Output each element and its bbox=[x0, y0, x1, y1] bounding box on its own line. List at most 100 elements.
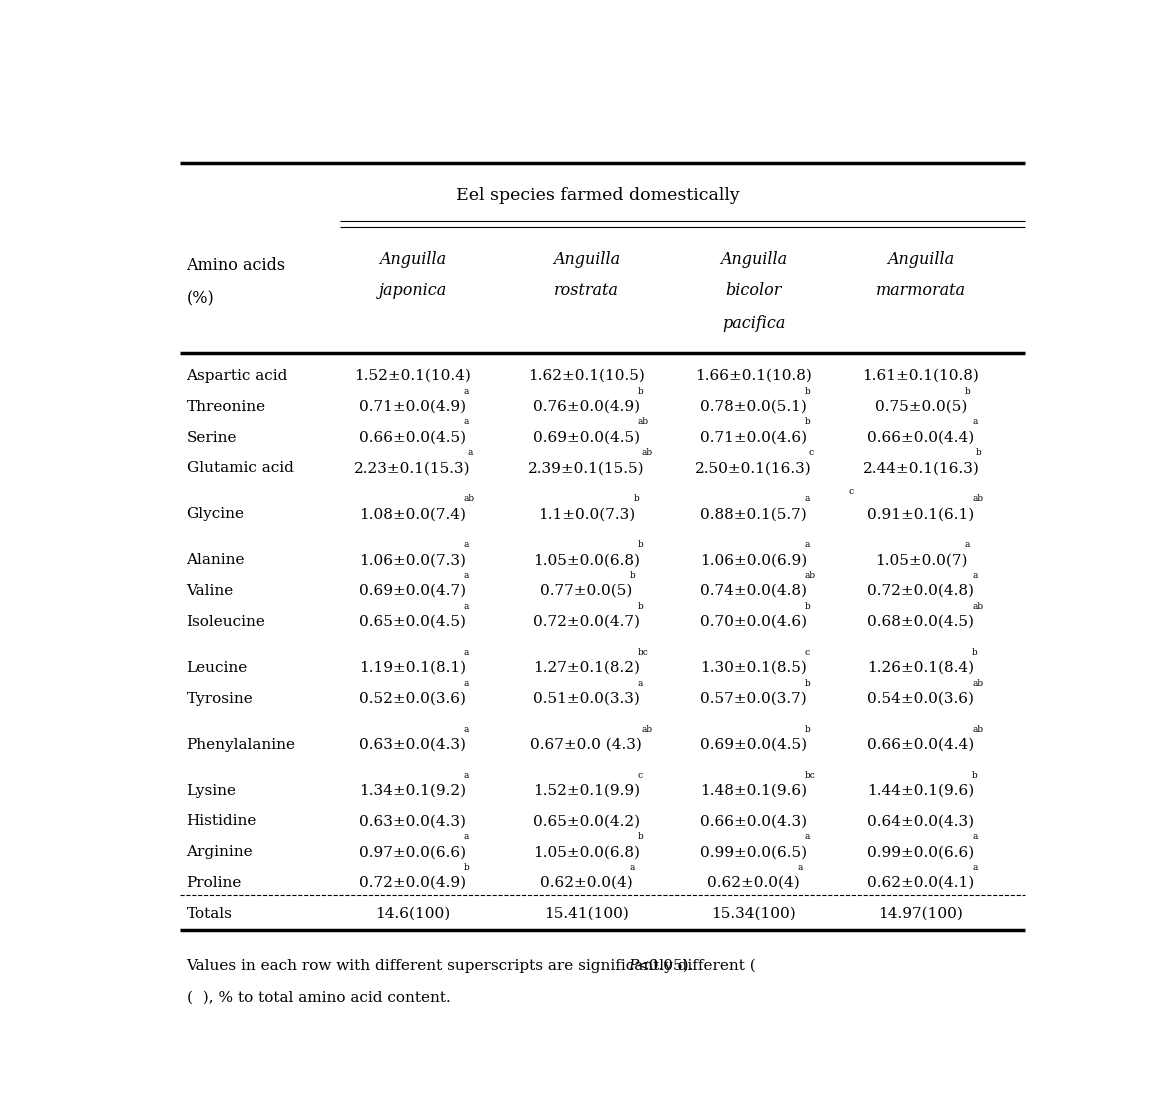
Text: 0.72±0.0(4.7): 0.72±0.0(4.7) bbox=[533, 615, 640, 629]
Text: bc: bc bbox=[637, 648, 649, 657]
Text: 0.91±0.1(6.1): 0.91±0.1(6.1) bbox=[867, 507, 974, 522]
Text: 1.52±0.1(10.4): 1.52±0.1(10.4) bbox=[355, 369, 471, 383]
Text: 0.75±0.0(5): 0.75±0.0(5) bbox=[875, 400, 967, 413]
Text: b: b bbox=[972, 771, 978, 780]
Text: 0.88±0.1(5.7): 0.88±0.1(5.7) bbox=[700, 507, 808, 522]
Text: a: a bbox=[972, 571, 978, 579]
Text: 1.19±0.1(8.1): 1.19±0.1(8.1) bbox=[359, 660, 467, 675]
Text: 1.48±0.1(9.6): 1.48±0.1(9.6) bbox=[700, 783, 808, 798]
Text: a: a bbox=[463, 725, 469, 733]
Text: 1.66±0.1(10.8): 1.66±0.1(10.8) bbox=[696, 369, 812, 383]
Text: b: b bbox=[637, 832, 643, 841]
Text: 0.57±0.0(3.7): 0.57±0.0(3.7) bbox=[700, 691, 808, 706]
Text: a: a bbox=[805, 541, 810, 550]
Text: Lysine: Lysine bbox=[187, 783, 237, 798]
Text: b: b bbox=[972, 648, 978, 657]
Text: Proline: Proline bbox=[187, 876, 242, 890]
Text: c: c bbox=[805, 648, 810, 657]
Text: a: a bbox=[630, 863, 635, 872]
Text: 0.65±0.0(4.2): 0.65±0.0(4.2) bbox=[533, 814, 640, 829]
Text: 0.77±0.0(5): 0.77±0.0(5) bbox=[540, 584, 633, 598]
Text: Glycine: Glycine bbox=[187, 507, 245, 522]
Text: 1.05±0.0(6.8): 1.05±0.0(6.8) bbox=[533, 553, 640, 567]
Text: b: b bbox=[805, 602, 811, 611]
Text: 0.74±0.0(4.8): 0.74±0.0(4.8) bbox=[700, 584, 808, 598]
Text: a: a bbox=[463, 602, 469, 611]
Text: b: b bbox=[805, 678, 811, 688]
Text: (%): (%) bbox=[187, 290, 215, 308]
Text: a: a bbox=[972, 832, 978, 841]
Text: rostrata: rostrata bbox=[554, 283, 619, 299]
Text: b: b bbox=[965, 387, 970, 396]
Text: b: b bbox=[463, 863, 469, 872]
Text: 1.06±0.0(7.3): 1.06±0.0(7.3) bbox=[359, 553, 466, 567]
Text: 0.66±0.0(4.3): 0.66±0.0(4.3) bbox=[700, 814, 808, 829]
Text: ab: ab bbox=[463, 494, 475, 503]
Text: b: b bbox=[976, 448, 981, 458]
Text: a: a bbox=[972, 418, 978, 427]
Text: Totals: Totals bbox=[187, 906, 232, 921]
Text: ab: ab bbox=[637, 418, 649, 427]
Text: 2.44±0.1(16.3): 2.44±0.1(16.3) bbox=[862, 461, 979, 475]
Text: <0.05).: <0.05). bbox=[636, 958, 693, 973]
Text: 14.97(100): 14.97(100) bbox=[879, 906, 964, 921]
Text: 0.70±0.0(4.6): 0.70±0.0(4.6) bbox=[700, 615, 808, 629]
Text: 1.52±0.1(9.9): 1.52±0.1(9.9) bbox=[533, 783, 640, 798]
Text: Anguilla: Anguilla bbox=[720, 250, 788, 268]
Text: a: a bbox=[797, 863, 803, 872]
Text: 0.71±0.0(4.9): 0.71±0.0(4.9) bbox=[359, 400, 467, 413]
Text: a: a bbox=[463, 571, 469, 579]
Text: Glutamic acid: Glutamic acid bbox=[187, 461, 293, 475]
Text: a: a bbox=[805, 832, 810, 841]
Text: Serine: Serine bbox=[187, 431, 237, 444]
Text: 0.97±0.0(6.6): 0.97±0.0(6.6) bbox=[359, 845, 467, 859]
Text: a: a bbox=[463, 418, 469, 427]
Text: b: b bbox=[634, 494, 640, 503]
Text: Valine: Valine bbox=[187, 584, 233, 598]
Text: 0.62±0.0(4): 0.62±0.0(4) bbox=[707, 876, 801, 890]
Text: 1.61±0.1(10.8): 1.61±0.1(10.8) bbox=[862, 369, 979, 383]
Text: Alanine: Alanine bbox=[187, 553, 245, 567]
Text: 1.34±0.1(9.2): 1.34±0.1(9.2) bbox=[359, 783, 467, 798]
Text: b: b bbox=[637, 541, 643, 550]
Text: (  ), % to total amino acid content.: ( ), % to total amino acid content. bbox=[187, 991, 450, 1005]
Text: Histidine: Histidine bbox=[187, 814, 257, 829]
Text: 0.72±0.0(4.8): 0.72±0.0(4.8) bbox=[867, 584, 974, 598]
Text: ab: ab bbox=[642, 725, 652, 733]
Text: 0.69±0.0(4.7): 0.69±0.0(4.7) bbox=[359, 584, 467, 598]
Text: 0.63±0.0(4.3): 0.63±0.0(4.3) bbox=[359, 814, 466, 829]
Text: a: a bbox=[463, 832, 469, 841]
Text: 0.65±0.0(4.5): 0.65±0.0(4.5) bbox=[359, 615, 466, 629]
Text: 1.44±0.1(9.6): 1.44±0.1(9.6) bbox=[867, 783, 974, 798]
Text: b: b bbox=[637, 602, 643, 611]
Text: 1.1±0.0(7.3): 1.1±0.0(7.3) bbox=[538, 507, 635, 522]
Text: a: a bbox=[463, 541, 469, 550]
Text: 1.62±0.1(10.5): 1.62±0.1(10.5) bbox=[527, 369, 644, 383]
Text: Threonine: Threonine bbox=[187, 400, 266, 413]
Text: a: a bbox=[463, 771, 469, 780]
Text: 0.99±0.0(6.6): 0.99±0.0(6.6) bbox=[867, 845, 974, 859]
Text: japonica: japonica bbox=[378, 283, 447, 299]
Text: Values in each row with different superscripts are significantly different (: Values in each row with different supers… bbox=[187, 958, 756, 973]
Text: 0.76±0.0(4.9): 0.76±0.0(4.9) bbox=[533, 400, 640, 413]
Text: Anguilla: Anguilla bbox=[379, 250, 446, 268]
Text: 2.50±0.1(16.3): 2.50±0.1(16.3) bbox=[696, 461, 812, 475]
Text: 0.69±0.0(4.5): 0.69±0.0(4.5) bbox=[700, 738, 808, 751]
Text: a: a bbox=[637, 678, 643, 688]
Text: 0.51±0.0(3.3): 0.51±0.0(3.3) bbox=[533, 691, 640, 706]
Text: ab: ab bbox=[972, 678, 984, 688]
Text: a: a bbox=[463, 678, 469, 688]
Text: 1.27±0.1(8.2): 1.27±0.1(8.2) bbox=[533, 660, 640, 675]
Text: ab: ab bbox=[805, 571, 816, 579]
Text: 0.62±0.0(4): 0.62±0.0(4) bbox=[540, 876, 633, 890]
Text: Aspartic acid: Aspartic acid bbox=[187, 369, 288, 383]
Text: ab: ab bbox=[642, 448, 652, 458]
Text: 0.99±0.0(6.5): 0.99±0.0(6.5) bbox=[700, 845, 808, 859]
Text: 0.67±0.0 (4.3): 0.67±0.0 (4.3) bbox=[530, 738, 642, 751]
Text: b: b bbox=[805, 725, 811, 733]
Text: a: a bbox=[805, 494, 810, 503]
Text: 15.34(100): 15.34(100) bbox=[711, 906, 796, 921]
Text: b: b bbox=[637, 387, 643, 396]
Text: 0.68±0.0(4.5): 0.68±0.0(4.5) bbox=[867, 615, 974, 629]
Text: Tyrosine: Tyrosine bbox=[187, 691, 253, 706]
